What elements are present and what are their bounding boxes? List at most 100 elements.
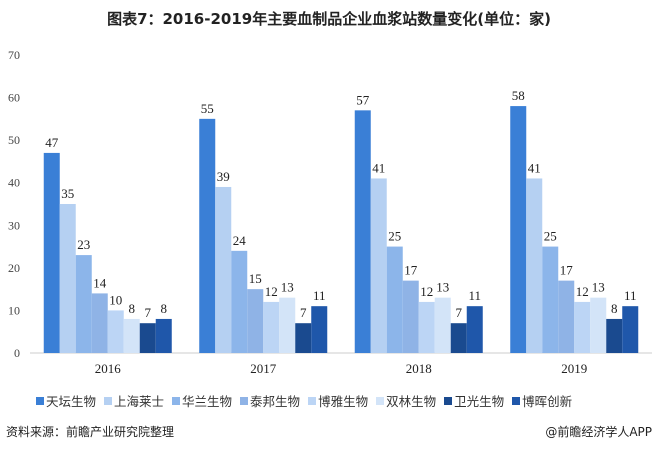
legend-label: 卫光生物 xyxy=(454,394,505,409)
legend-item: 双林生物 xyxy=(376,391,436,410)
bar xyxy=(386,246,403,353)
bar xyxy=(107,310,124,353)
bar xyxy=(43,152,60,353)
credit-note: @前瞻经济学人APP xyxy=(545,425,652,439)
data-label: 47 xyxy=(45,135,59,150)
legend-swatch xyxy=(36,396,44,405)
bar xyxy=(526,178,543,353)
data-label: 12 xyxy=(265,284,278,299)
y-tick-label: 30 xyxy=(8,218,20,232)
bar xyxy=(59,204,76,353)
data-label: 17 xyxy=(560,263,574,278)
bar xyxy=(91,293,108,353)
bar xyxy=(542,246,559,353)
legend-item: 卫光生物 xyxy=(444,391,504,410)
bar xyxy=(434,297,451,353)
bar xyxy=(139,323,156,353)
bar xyxy=(466,306,483,353)
legend-label: 博晖创新 xyxy=(522,394,573,409)
bar xyxy=(590,297,607,353)
bar xyxy=(370,178,387,353)
bar xyxy=(622,306,639,353)
bar xyxy=(606,318,623,353)
data-label: 7 xyxy=(300,305,307,320)
y-tick-label: 60 xyxy=(8,91,20,105)
legend-label: 天坛生物 xyxy=(46,394,97,409)
data-label: 15 xyxy=(249,271,262,286)
bar xyxy=(247,289,264,353)
y-tick-label: 40 xyxy=(8,176,20,190)
bar xyxy=(123,318,140,353)
bar xyxy=(574,301,591,353)
data-label: 23 xyxy=(77,237,90,252)
data-label: 35 xyxy=(61,186,74,201)
bar xyxy=(295,323,312,353)
data-label: 25 xyxy=(388,229,401,244)
data-label: 57 xyxy=(356,92,370,107)
legend-item: 泰邦生物 xyxy=(240,391,300,410)
data-label: 25 xyxy=(544,229,557,244)
legend-item: 博雅生物 xyxy=(308,391,368,410)
data-label: 11 xyxy=(468,288,481,303)
legend-label: 上海莱士 xyxy=(114,394,165,409)
data-label: 55 xyxy=(201,101,214,116)
legend-item: 博晖创新 xyxy=(512,391,572,410)
data-label: 10 xyxy=(109,292,122,307)
legend-label: 博雅生物 xyxy=(318,394,369,409)
legend-item: 华兰生物 xyxy=(172,391,232,410)
y-tick-label: 70 xyxy=(8,48,20,62)
bar xyxy=(75,255,92,353)
data-label: 7 xyxy=(145,305,152,320)
legend-swatch xyxy=(104,396,113,405)
data-label: 24 xyxy=(233,233,247,248)
legend-swatch xyxy=(376,396,385,405)
bar xyxy=(418,301,435,353)
legend-swatch xyxy=(512,396,521,405)
x-tick-label: 2016 xyxy=(95,361,122,376)
bar xyxy=(215,186,232,353)
chart-title: 图表7：2016-2019年主要血制品企业血浆站数量变化(单位：家) xyxy=(107,10,551,28)
bar xyxy=(450,323,467,353)
bar xyxy=(558,280,575,353)
bar xyxy=(402,280,419,353)
legend-swatch xyxy=(240,396,249,405)
bar xyxy=(279,297,296,353)
legend-label: 双林生物 xyxy=(386,394,437,409)
legend-label: 华兰生物 xyxy=(182,394,233,409)
data-label: 12 xyxy=(420,284,433,299)
bar xyxy=(155,318,172,353)
x-tick-label: 2018 xyxy=(406,361,432,376)
data-label: 14 xyxy=(93,275,107,290)
x-tick-label: 2019 xyxy=(561,361,587,376)
data-label: 39 xyxy=(217,169,230,184)
data-label: 8 xyxy=(129,301,136,316)
bar xyxy=(231,250,248,353)
data-label: 17 xyxy=(404,263,418,278)
y-tick-label: 10 xyxy=(8,303,20,317)
data-label: 13 xyxy=(436,280,449,295)
bar xyxy=(311,306,328,353)
data-label: 8 xyxy=(611,301,618,316)
y-tick-label: 0 xyxy=(14,346,20,360)
data-label: 41 xyxy=(528,160,541,175)
x-tick-label: 2017 xyxy=(250,361,277,376)
bar xyxy=(354,110,371,353)
legend-swatch xyxy=(308,396,317,405)
data-label: 13 xyxy=(592,280,605,295)
bar xyxy=(263,301,280,353)
data-label: 13 xyxy=(281,280,294,295)
data-label: 11 xyxy=(313,288,326,303)
legend-swatch xyxy=(172,396,181,405)
legend-label: 泰邦生物 xyxy=(250,394,301,409)
y-tick-label: 20 xyxy=(8,261,20,275)
data-label: 58 xyxy=(512,88,525,103)
bar xyxy=(199,118,216,353)
data-label: 12 xyxy=(576,284,589,299)
legend-item: 天坛生物 xyxy=(36,391,96,410)
data-label: 8 xyxy=(161,301,168,316)
source-note: 资料来源：前瞻产业研究院整理 xyxy=(6,425,175,439)
data-label: 41 xyxy=(372,160,385,175)
legend-item: 上海莱士 xyxy=(104,391,164,410)
data-label: 11 xyxy=(624,288,637,303)
